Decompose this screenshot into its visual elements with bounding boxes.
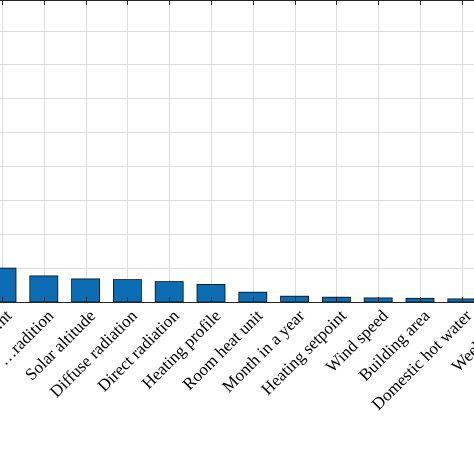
bar (280, 295, 310, 303)
bar (0, 267, 17, 303)
bar (29, 275, 59, 303)
axes (0, 0, 474, 303)
bar (71, 278, 100, 303)
bar (447, 298, 474, 303)
bar (238, 291, 268, 303)
gridlines (0, 0, 474, 302)
bars (0, 267, 474, 303)
